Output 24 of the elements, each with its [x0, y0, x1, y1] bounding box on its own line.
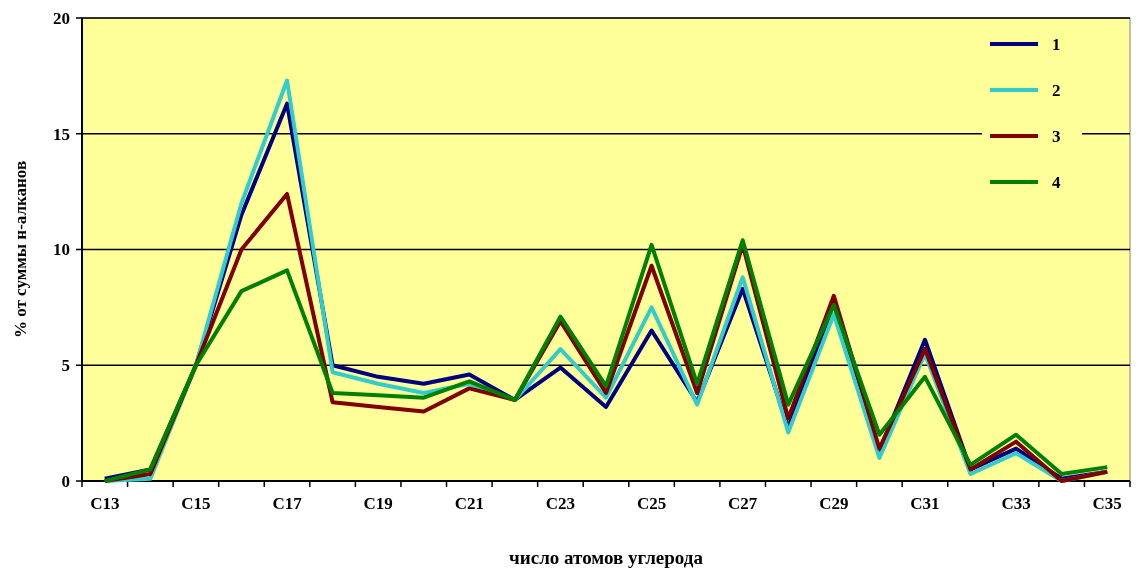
x-tick-label: C13	[90, 494, 120, 513]
x-tick-label: C35	[1092, 494, 1122, 513]
y-tick-label: 5	[61, 356, 70, 376]
x-tick-label: C29	[819, 494, 849, 513]
x-tick-label: C19	[363, 494, 393, 513]
x-tick-label: C21	[454, 494, 484, 513]
y-tick-label: 0	[61, 471, 70, 491]
x-tick-label: C31	[910, 494, 940, 513]
x-axis-title: число атомов углерода	[509, 547, 704, 568]
y-tick-label: 10	[53, 240, 70, 260]
y-axis-title: % от суммы н-алканов	[11, 160, 30, 339]
y-tick-label: 15	[53, 124, 70, 144]
legend-label: 2	[1052, 80, 1061, 100]
x-tick-label: C27	[728, 494, 758, 513]
legend-label: 4	[1052, 172, 1061, 192]
legend-label: 3	[1052, 126, 1061, 146]
line-series	[102, 238, 1110, 483]
x-tick-label: C25	[636, 494, 667, 513]
x-tick-label: C17	[272, 494, 303, 513]
x-tick-label: C33	[1001, 494, 1031, 513]
x-tick-label: C23	[545, 494, 576, 513]
legend-label: 1	[1052, 34, 1061, 54]
x-tick-label: C15	[181, 494, 211, 513]
y-tick-label: 20	[53, 8, 70, 28]
